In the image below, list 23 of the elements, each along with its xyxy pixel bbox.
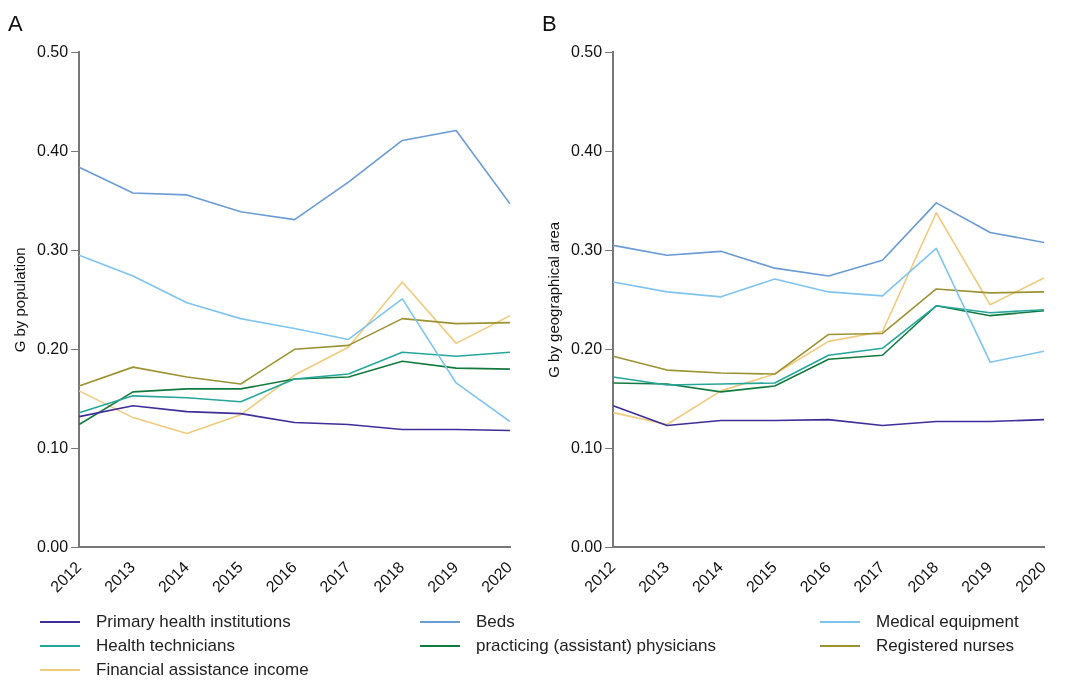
legend-label: Medical equipment [876, 612, 1019, 632]
y-tick-label: 0.00 [37, 537, 69, 555]
legend-label: Beds [476, 612, 515, 632]
y-axis-title: G by geographical area [545, 221, 563, 378]
y-axis-title: G by population [11, 247, 29, 353]
y-tick-label: 0.40 [37, 141, 69, 159]
legend-label: Financial assistance income [96, 660, 309, 680]
y-tick-label: 0.40 [571, 141, 603, 159]
legend-label: practicing (assistant) physicians [476, 636, 716, 656]
y-tick-label: 0.00 [571, 537, 603, 555]
legend-label: Registered nurses [876, 636, 1014, 656]
legend-label: Primary health institutions [96, 612, 291, 632]
y-tick-label: 0.30 [37, 240, 69, 258]
chart-title: B [542, 11, 557, 37]
y-tick-label: 0.20 [571, 339, 603, 357]
legend-label: Health technicians [96, 636, 235, 656]
y-tick-label: 0.20 [37, 339, 69, 357]
y-tick-label: 0.50 [37, 42, 69, 60]
y-tick-label: 0.10 [571, 438, 603, 456]
chart-title: A [8, 11, 23, 37]
y-tick-label: 0.50 [571, 42, 603, 60]
y-tick-label: 0.10 [37, 438, 69, 456]
y-tick-label: 0.30 [571, 240, 603, 258]
